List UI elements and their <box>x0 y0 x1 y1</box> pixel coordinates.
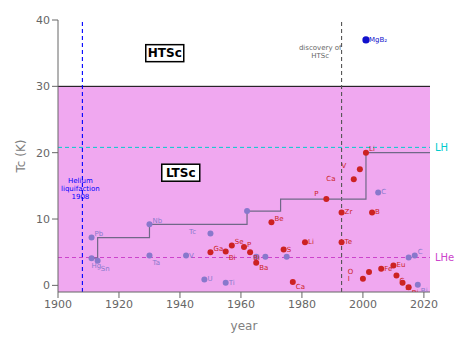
svg-text:V: V <box>189 252 194 260</box>
svg-text:0: 0 <box>43 279 50 292</box>
svg-text:Li: Li <box>406 284 412 292</box>
svg-text:Be: Be <box>274 215 283 223</box>
svg-text:I: I <box>347 274 350 283</box>
svg-text:Bi: Bi <box>412 289 419 292</box>
svg-text:P: P <box>314 190 318 198</box>
svg-text:Ga: Ga <box>214 245 224 253</box>
svg-text:2000: 2000 <box>349 298 377 311</box>
svg-text:V: V <box>342 162 347 170</box>
svg-text:LHe: LHe <box>435 252 454 263</box>
svg-text:1920: 1920 <box>105 298 133 311</box>
svg-text:S: S <box>287 246 292 254</box>
svg-text:Tc (K): Tc (K) <box>14 140 28 174</box>
svg-text:Li: Li <box>369 145 375 153</box>
svg-text:U: U <box>207 275 212 283</box>
svg-text:Bi: Bi <box>229 254 236 262</box>
svg-text:Bi: Bi <box>253 253 260 262</box>
svg-text:C: C <box>381 188 386 196</box>
svg-text:Ca: Ca <box>296 283 305 291</box>
svg-text:Nb: Nb <box>153 217 163 225</box>
svg-text:MgB₂: MgB₂ <box>369 36 387 44</box>
svg-text:LTSc: LTSc <box>166 166 196 180</box>
svg-text:Fe: Fe <box>384 264 393 273</box>
svg-text:HTSc: HTSc <box>148 46 182 60</box>
svg-text:Se: Se <box>234 238 244 247</box>
svg-text:Ca: Ca <box>326 175 335 183</box>
svg-text:P: P <box>247 241 251 249</box>
svg-text:10: 10 <box>36 213 50 226</box>
svg-text:B: B <box>375 208 380 216</box>
svg-text:Ta: Ta <box>152 259 160 267</box>
svg-text:Heliumliquifaction1908: Heliumliquifaction1908 <box>61 177 100 201</box>
svg-text:O: O <box>348 268 354 276</box>
svg-text:2020: 2020 <box>410 298 438 311</box>
svg-text:Tc: Tc <box>188 228 196 236</box>
svg-text:Hg: Hg <box>91 262 102 271</box>
svg-text:Ti: Ti <box>228 279 235 287</box>
svg-text:Eu: Eu <box>396 261 405 269</box>
svg-text:20: 20 <box>36 147 50 160</box>
svg-text:1980: 1980 <box>288 298 316 311</box>
svg-text:C: C <box>418 248 423 256</box>
svg-text:Bi: Bi <box>421 287 428 292</box>
svg-text:1900: 1900 <box>44 298 72 311</box>
svg-text:40: 40 <box>36 14 50 27</box>
svg-text:1960: 1960 <box>227 298 255 311</box>
svg-text:Te: Te <box>344 238 352 246</box>
svg-text:Ba: Ba <box>259 264 268 272</box>
svg-text:discovery ofHTSc: discovery ofHTSc <box>299 44 342 60</box>
svg-text:1940: 1940 <box>166 298 194 311</box>
svg-text:Zr: Zr <box>345 208 353 216</box>
svg-text:30: 30 <box>36 80 50 93</box>
svg-text:Li: Li <box>308 238 314 246</box>
svg-text:LH: LH <box>435 142 448 153</box>
svg-text:Sn: Sn <box>101 265 110 273</box>
svg-text:Pb: Pb <box>95 230 104 238</box>
svg-text:year: year <box>231 319 258 333</box>
